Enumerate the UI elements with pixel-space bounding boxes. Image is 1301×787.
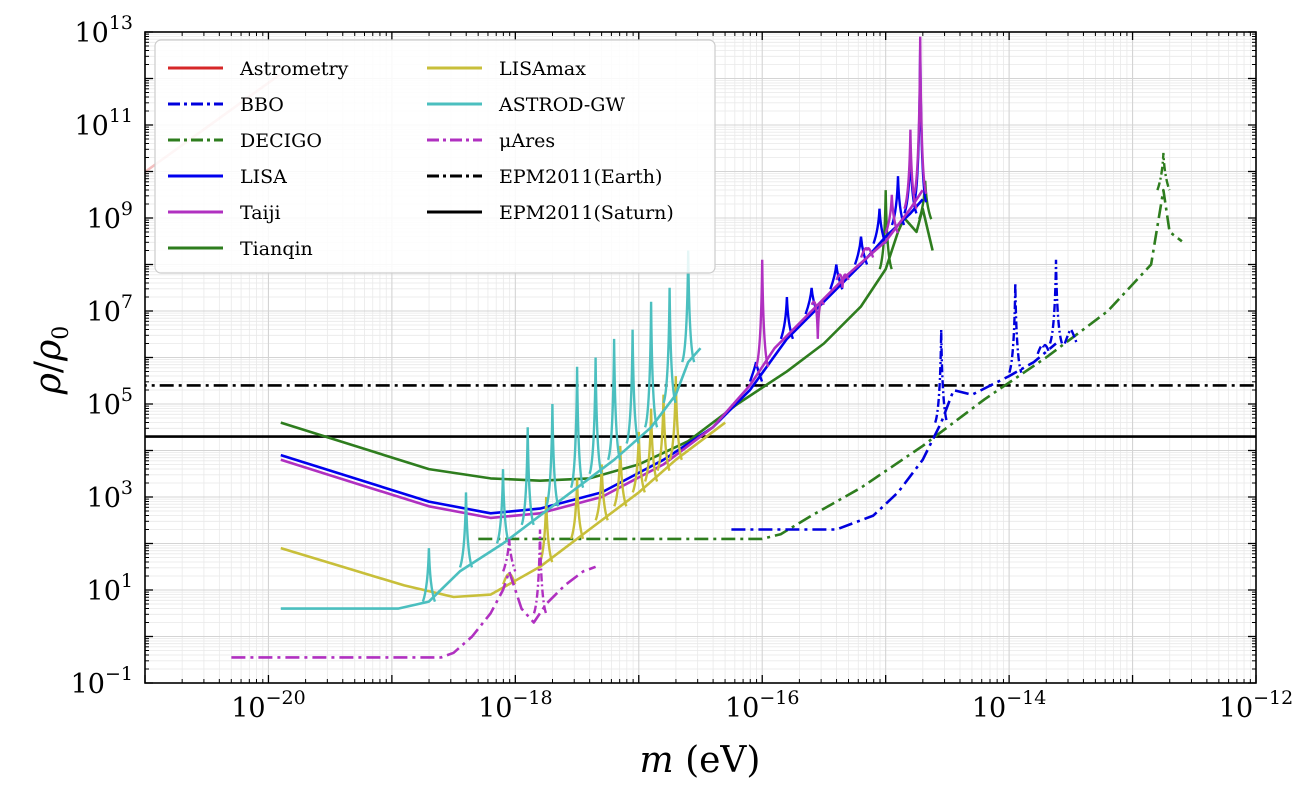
series-layer: [145, 36, 1256, 659]
legend: Astrometry BBO DECIGO LISA Taiji Tianqin LISAm…: [154, 39, 716, 274]
legend-label: ASTROD-GW: [498, 94, 625, 116]
resonance-peak: [625, 329, 640, 444]
series-ares: [231, 529, 597, 659]
y-tick-label: 105: [87, 384, 133, 421]
resonance-peak: [569, 366, 585, 489]
resonance-peak: [859, 247, 875, 258]
resonance-peak: [853, 236, 869, 265]
legend-item-astrod-gw: ASTROD-GW: [427, 94, 625, 116]
resonance-peak: [606, 338, 622, 461]
resonance-peak: [1008, 283, 1023, 374]
resonance-peak: [1048, 259, 1064, 344]
series-line-ares: [231, 565, 597, 659]
resonance-peak: [835, 273, 850, 288]
legend-label: LISAmax: [499, 58, 586, 80]
resonance-peak: [421, 548, 437, 603]
series-lisamax: [280, 376, 726, 599]
resonance-peak: [779, 297, 795, 340]
series-line-bbo: [731, 342, 1057, 531]
resonance-peak: [643, 408, 659, 482]
plot-frame: [144, 31, 1257, 684]
resonance-peak: [1156, 152, 1171, 191]
resonance-peak: [810, 300, 825, 339]
series-line-astrod-gw: [280, 347, 702, 610]
resonance-peak: [631, 431, 646, 493]
resonance-peak: [569, 478, 585, 540]
legend-label: Tianqin: [240, 238, 313, 260]
x-tick-label: 10−12: [1219, 687, 1293, 724]
resonance-peak: [502, 538, 517, 572]
legend-label: Taiji: [240, 202, 281, 224]
y-tick-label: 107: [87, 291, 133, 328]
legend-box: [154, 39, 716, 274]
resonance-peak: [545, 403, 560, 507]
resonance-peak: [903, 129, 918, 210]
resonance-peak: [495, 469, 511, 544]
resonance-peak: [1036, 343, 1051, 355]
legend-item-lisa: LISA: [168, 166, 287, 188]
series-taiji: [280, 36, 928, 520]
y-tick-label: 103: [87, 477, 133, 514]
legend-item-epm2011-earth: EPM2011(Earth): [427, 166, 662, 188]
series-line-decigo: [478, 188, 1183, 541]
resonance-peak: [458, 492, 474, 568]
x-axis-label: m (eV): [640, 740, 761, 781]
resonance-peak: [913, 36, 928, 195]
x-tick-label: 10−14: [972, 687, 1046, 724]
resonance-peak: [748, 361, 764, 382]
legend-item-astrometry: Astrometry: [168, 58, 349, 80]
y-tick-label: 10−1: [71, 663, 133, 700]
resonance-peak: [1063, 328, 1078, 344]
legend-item-tianqin: Tianqin: [168, 238, 313, 260]
x-tick-label: 10−20: [231, 687, 305, 724]
legend-label: DECIGO: [240, 130, 322, 152]
resonance-peak: [755, 259, 770, 368]
series-line-tianqin: [280, 207, 934, 482]
resonance-peak: [872, 208, 887, 245]
legend-label: Astrometry: [239, 58, 349, 80]
resonance-peak: [594, 464, 609, 521]
legend-item-bbo: BBO: [168, 94, 284, 116]
y-tick-label: 101: [87, 570, 133, 607]
series-bbo: [731, 259, 1078, 531]
legend-item-taiji: Taiji: [168, 202, 281, 224]
resonance-peak: [539, 496, 554, 563]
legend-label: EPM2011(Saturn): [499, 202, 674, 224]
series-line-taiji: [280, 189, 924, 520]
y-tick-label: 1013: [74, 12, 133, 49]
legend-label: BBO: [240, 94, 284, 116]
series-decigo: [478, 152, 1183, 541]
legend-label: EPM2011(Earth): [499, 166, 662, 188]
legend-item-decigo: DECIGO: [168, 130, 322, 152]
x-tick-label: 10−16: [725, 687, 799, 724]
legend-label: LISA: [240, 166, 287, 188]
resonance-peak: [643, 301, 659, 428]
y-tick-label: 1011: [74, 105, 133, 142]
resonance-peak: [532, 529, 548, 614]
y-tick-label: 109: [87, 198, 133, 235]
resonance-peak: [656, 394, 671, 472]
resonance-peak: [668, 376, 683, 461]
legend-label: μAres: [499, 130, 555, 152]
resonance-peak: [613, 445, 628, 507]
resonance-peak: [662, 287, 677, 404]
legend-item-ares: μAres: [427, 130, 555, 152]
y-axis-label: ρ/ρ0: [28, 326, 74, 395]
resonance-peak: [520, 427, 535, 526]
resonance-peak: [878, 190, 893, 270]
series-astrod-gw: [280, 250, 702, 610]
resonance-peak: [884, 194, 899, 234]
series-line-lisamax: [280, 421, 726, 599]
resonance-peak: [934, 329, 949, 424]
legend-item-lisamax: LISAmax: [427, 58, 586, 80]
legend-item-epm2011-saturn: EPM2011(Saturn): [427, 202, 674, 224]
resonance-peak: [588, 357, 603, 475]
x-tick-label: 10−18: [478, 687, 552, 724]
